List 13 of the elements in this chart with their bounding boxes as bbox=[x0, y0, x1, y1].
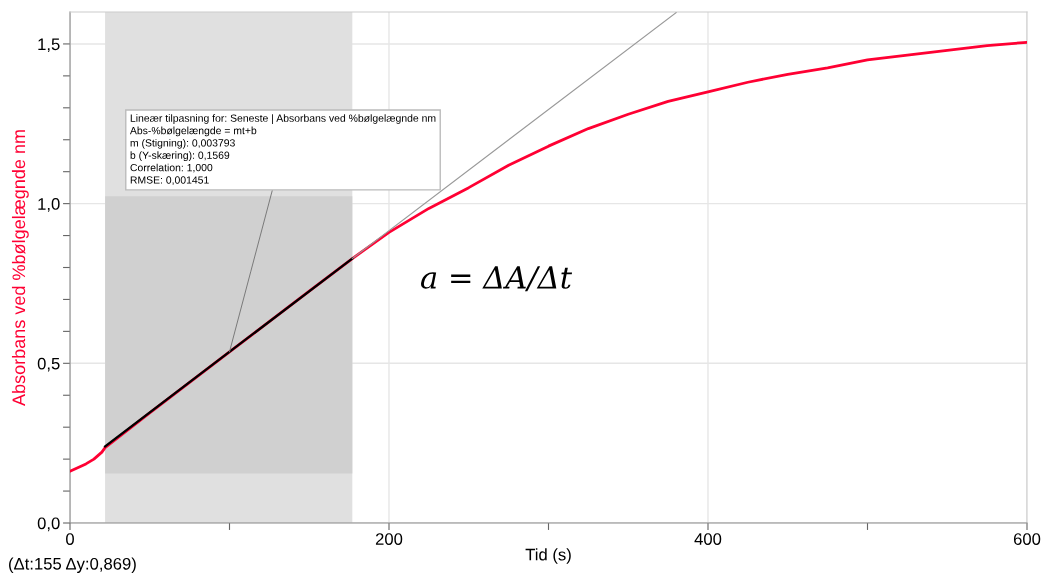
y-tick-label: 1,5 bbox=[38, 38, 60, 53]
annotation: Lineær tilpasning for: Seneste | Absorbans ved %bølgelægnde nm Abs-%bølgelængde = mt+b m (Stigning): 0,003793 b (Y-skæring): 0,1569 Correlation: 1,000 RMSE: 0,001451 bbox=[129, 114, 436, 185]
y-tick-label: 1,0 bbox=[38, 198, 60, 212]
text: (Δt:155 Δy:0,869) bbox=[9, 557, 136, 573]
y-axis-title: Absorbans ved %bølgelægnde nm bbox=[11, 130, 29, 406]
x-tick-label: 600 bbox=[1013, 533, 1041, 545]
annotation: a = ΔA/Δt bbox=[421, 266, 573, 292]
x-tick-label: 0 bbox=[66, 533, 74, 545]
y-tick-label: 0,5 bbox=[37, 357, 60, 372]
x-tick-label: 200 bbox=[375, 533, 403, 545]
x-tick-label: 400 bbox=[694, 533, 722, 545]
x-axis-title: Tid (s) bbox=[525, 548, 571, 564]
y-tick-label: 0,0 bbox=[37, 517, 60, 532]
